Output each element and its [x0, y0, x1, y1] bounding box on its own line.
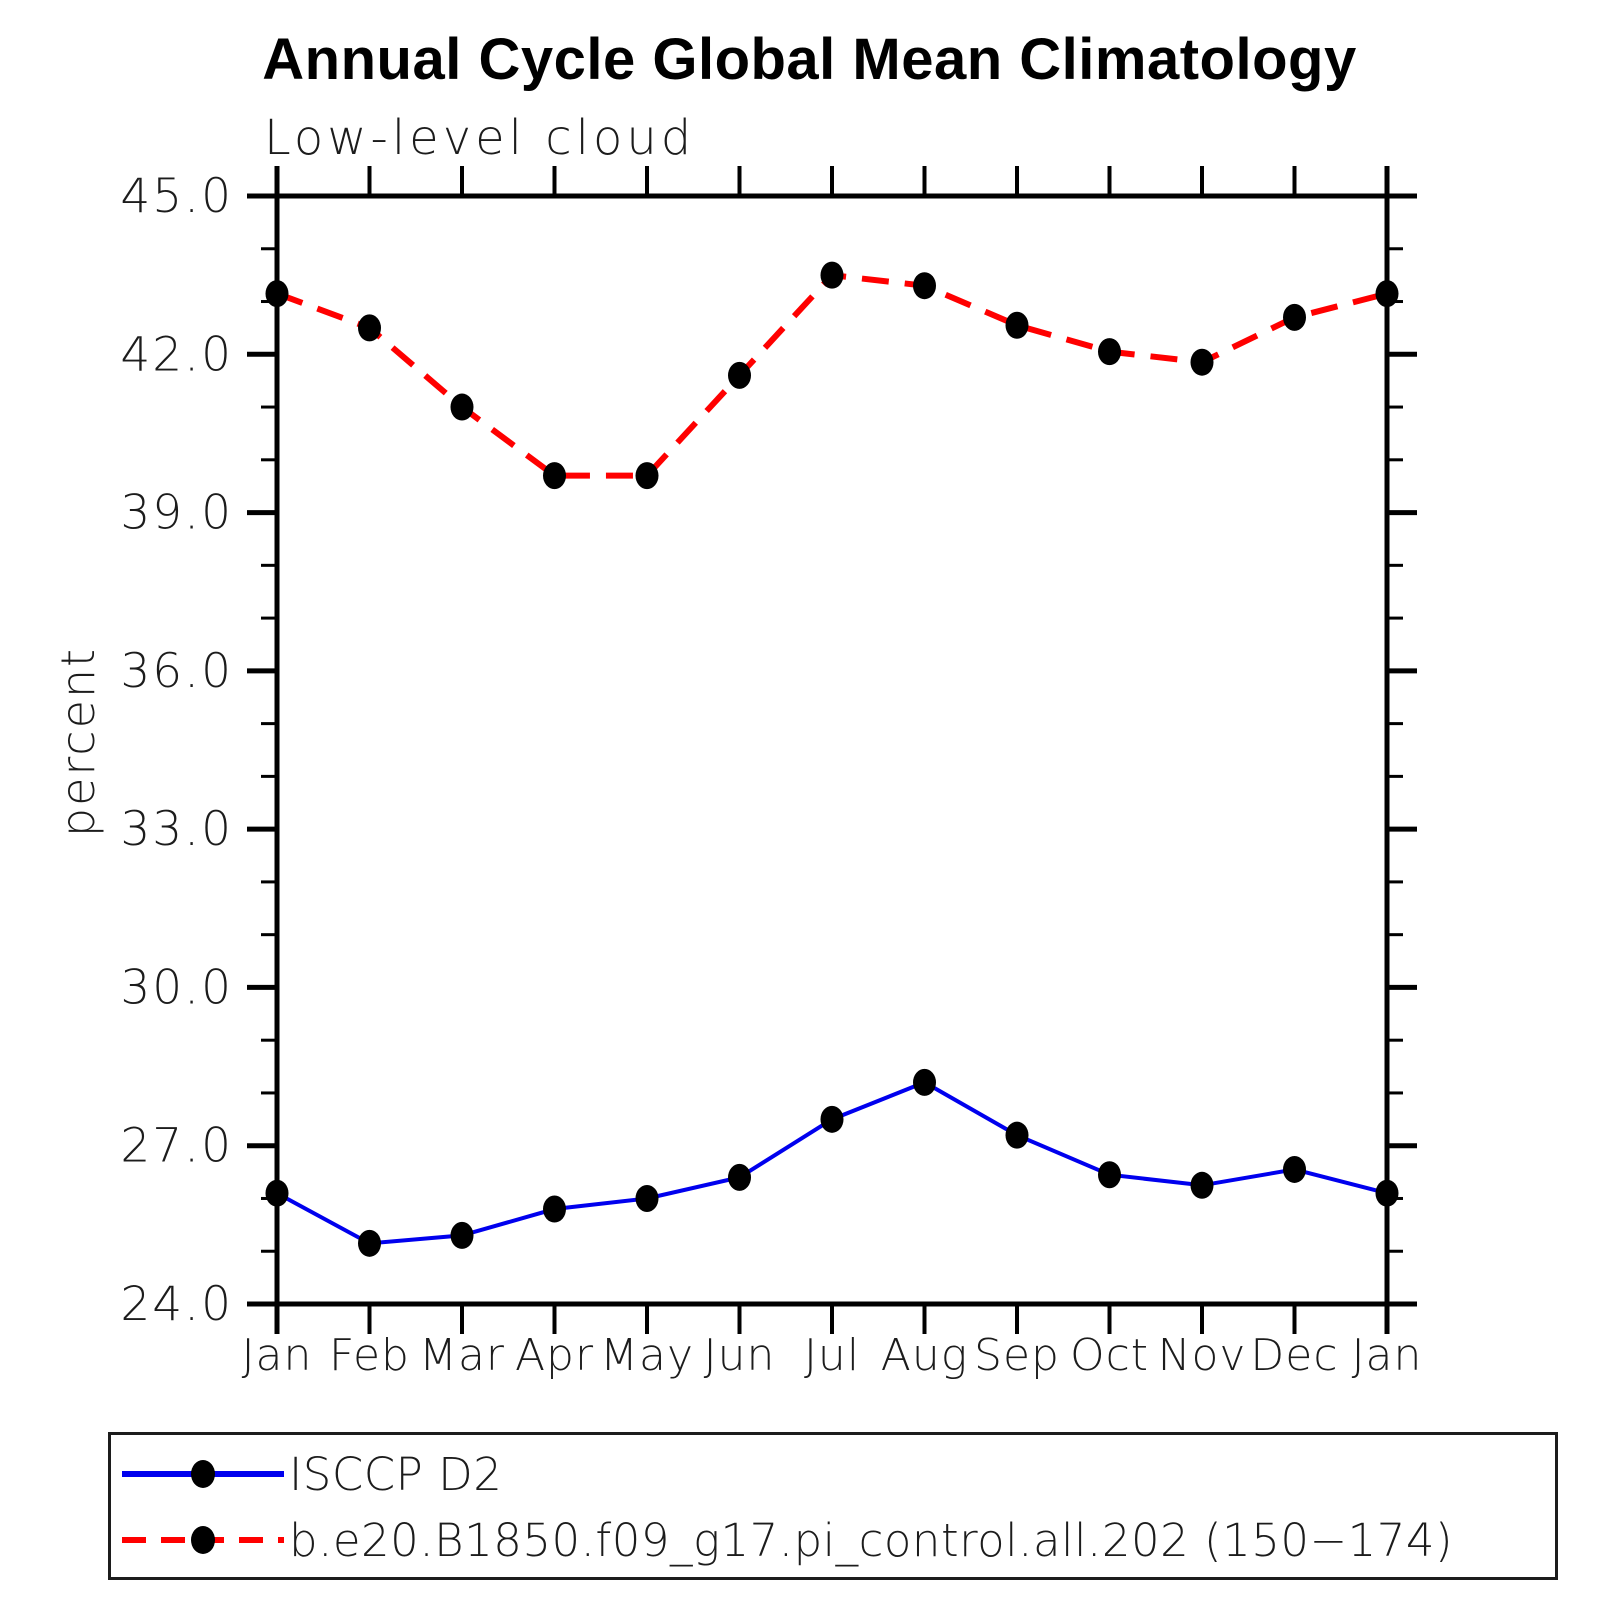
legend-marker-icon [191, 1526, 215, 1554]
series-line-1 [275, 271, 1388, 479]
x-tick-label: Jul [804, 1330, 860, 1381]
data-point [728, 361, 751, 389]
data-point [358, 314, 381, 342]
data-point [728, 1163, 751, 1191]
x-tick-label: Jan [242, 1330, 313, 1381]
data-point [1283, 303, 1306, 331]
x-tick-label: Mar [419, 1330, 505, 1381]
y-tick-label: 45.0 [120, 169, 233, 224]
data-point [1005, 1121, 1029, 1149]
x-tick-label: Nov [1158, 1330, 1247, 1381]
data-point [1190, 1171, 1214, 1199]
y-tick-label: 27.0 [120, 1119, 233, 1174]
data-point [543, 1195, 566, 1223]
data-point [450, 1221, 474, 1249]
legend-marker-icon [191, 1460, 215, 1488]
data-point [635, 462, 659, 490]
y-tick-label: 30.0 [120, 960, 233, 1015]
chart-subtitle: Low-level cloud [264, 110, 696, 166]
data-point [265, 280, 289, 308]
legend-label: ISCCP D2 [289, 1447, 503, 1501]
data-point [1190, 348, 1214, 376]
y-tick-label: 24.0 [120, 1277, 233, 1332]
x-tick-label: Aug [881, 1330, 968, 1381]
data-point [820, 261, 844, 289]
x-tick-label: Dec [1250, 1330, 1338, 1381]
y-tick-label: 39.0 [120, 486, 233, 541]
y-tick-label: 36.0 [120, 644, 233, 699]
legend-swatch-solid [122, 1460, 284, 1488]
data-point [543, 462, 566, 490]
x-tick-label: May [600, 1330, 694, 1381]
data-point [913, 1068, 936, 1096]
data-point [450, 393, 474, 421]
legend-swatch-dashed [122, 1526, 284, 1554]
data-point [1375, 1179, 1399, 1207]
chart-title: Annual Cycle Global Mean Climatology [262, 27, 1357, 92]
x-tick-label: Oct [1070, 1330, 1149, 1381]
x-tick-label: Jun [704, 1330, 776, 1381]
data-point [1005, 311, 1029, 339]
data-point [1098, 338, 1121, 366]
data-point [1098, 1161, 1121, 1189]
legend-item-isccp: ISCCP D2 [117, 1443, 502, 1505]
data-point [265, 1179, 289, 1207]
y-tick-label: 42.0 [120, 327, 233, 382]
x-tick-label: Jan [1352, 1330, 1423, 1381]
data-point [1283, 1155, 1306, 1183]
data-point [635, 1184, 659, 1212]
data-point [913, 272, 936, 300]
x-tick-label: Apr [515, 1330, 594, 1381]
x-tick-label: Feb [329, 1330, 410, 1381]
x-tick-label: Sep [974, 1330, 1060, 1381]
legend-item-model: b.e20.B1850.f09_g17.pi_control.all.202 (… [117, 1509, 1453, 1571]
data-point [820, 1105, 844, 1133]
legend-label: b.e20.B1850.f09_g17.pi_control.all.202 (… [289, 1513, 1454, 1567]
data-point [358, 1229, 381, 1257]
data-point [1375, 280, 1399, 308]
y-tick-label: 33.0 [120, 802, 233, 857]
legend: ISCCP D2 b.e20.B1850.f09_g17.pi_control.… [108, 1432, 1558, 1580]
